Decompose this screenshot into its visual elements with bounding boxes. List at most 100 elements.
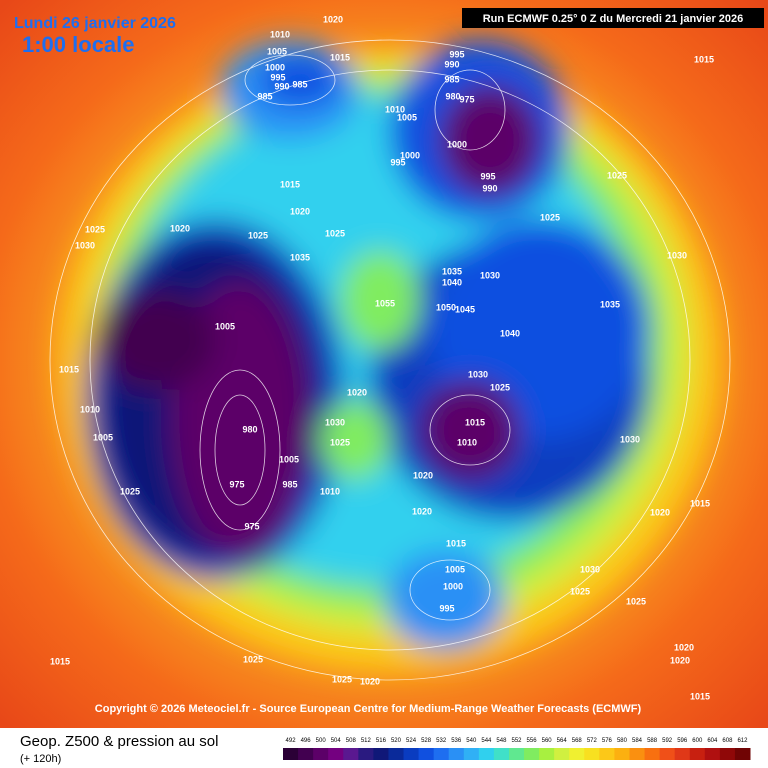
legend-swatch bbox=[373, 748, 389, 760]
legend-label: 500 bbox=[316, 738, 327, 744]
isobar-label: 1020 bbox=[347, 387, 367, 397]
isobar-label: 995 bbox=[480, 171, 495, 181]
legend-swatch bbox=[554, 748, 570, 760]
isobar-label: 975 bbox=[229, 479, 244, 489]
isobar-label: 1030 bbox=[580, 564, 600, 574]
legend-label: 568 bbox=[572, 738, 583, 744]
legend-label: 540 bbox=[466, 738, 477, 744]
legend-swatch bbox=[403, 748, 420, 760]
isobar-label: 980 bbox=[445, 91, 460, 101]
isobar-label: 1010 bbox=[270, 29, 290, 39]
isobar-label: 1000 bbox=[447, 139, 467, 149]
isobar-label: 1000 bbox=[400, 150, 420, 160]
isobar-label: 1015 bbox=[280, 179, 300, 189]
date: Lundi 26 janvier 2026 bbox=[14, 15, 176, 32]
isobar-label: 1035 bbox=[290, 252, 310, 262]
isobar-label: 985 bbox=[282, 479, 297, 489]
isobar-label: 1045 bbox=[455, 304, 475, 314]
legend-label: 524 bbox=[406, 738, 417, 744]
legend-label: 572 bbox=[587, 738, 598, 744]
legend-label: 508 bbox=[346, 738, 357, 744]
isobar-label: 985 bbox=[444, 74, 459, 84]
legend-label: 584 bbox=[632, 738, 643, 744]
isobar-label: 1015 bbox=[330, 52, 350, 62]
legend-swatch bbox=[734, 748, 751, 760]
isobar-label: 1025 bbox=[490, 382, 510, 392]
isobar-label: 1030 bbox=[620, 434, 640, 444]
isobar-label: 1030 bbox=[667, 250, 687, 260]
legend-swatch bbox=[343, 748, 359, 760]
footer-title: Geop. Z500 & pression au sol bbox=[20, 733, 218, 750]
legend-swatch bbox=[524, 748, 540, 760]
isobar-label: 995 bbox=[449, 49, 464, 59]
isobar-label: 1005 bbox=[279, 454, 299, 464]
legend-label: 592 bbox=[662, 738, 673, 744]
legend-label: 580 bbox=[617, 738, 628, 744]
copyright: Copyright © 2026 Meteociel.fr - Source E… bbox=[95, 703, 642, 715]
isobar-label: 1010 bbox=[80, 404, 100, 414]
legend-swatch bbox=[659, 748, 676, 760]
isobar-label: 1020 bbox=[290, 206, 310, 216]
local-time: 1:00 locale bbox=[22, 32, 135, 57]
isobar-label: 1025 bbox=[607, 170, 627, 180]
isobar-label: 1015 bbox=[465, 417, 485, 427]
isobar-label: 995 bbox=[270, 72, 285, 82]
isobar-label: 1030 bbox=[468, 369, 488, 379]
legend-label: 528 bbox=[421, 738, 432, 744]
isobar-label: 1015 bbox=[690, 691, 710, 701]
legend-swatch bbox=[584, 748, 600, 760]
legend-label: 504 bbox=[331, 738, 342, 744]
footer-subtitle: (+ 120h) bbox=[20, 753, 61, 765]
legend-label: 608 bbox=[722, 738, 733, 744]
legend-label: 536 bbox=[451, 738, 462, 744]
isobar-label: 1040 bbox=[500, 328, 520, 338]
legend-swatch bbox=[539, 748, 555, 760]
legend-label: 544 bbox=[481, 738, 492, 744]
isobar-label: 985 bbox=[292, 79, 307, 89]
legend-swatch bbox=[689, 748, 706, 760]
legend-swatch bbox=[358, 748, 374, 760]
isobar-label: 1000 bbox=[265, 62, 285, 72]
legend-swatch bbox=[283, 748, 299, 760]
isobar-label: 1020 bbox=[170, 223, 190, 233]
isobar-label: 1025 bbox=[330, 437, 350, 447]
isobar-label: 1005 bbox=[397, 112, 417, 122]
legend-swatch bbox=[418, 748, 435, 760]
legend-label: 596 bbox=[677, 738, 688, 744]
isobar-label: 1025 bbox=[120, 486, 140, 496]
footer: Geop. Z500 & pression au sol (+ 120h) 49… bbox=[0, 728, 768, 768]
legend-label: 516 bbox=[376, 738, 387, 744]
legend-label: 532 bbox=[436, 738, 447, 744]
legend-label: 560 bbox=[542, 738, 553, 744]
legend-swatch bbox=[674, 748, 691, 760]
legend-swatch bbox=[328, 748, 344, 760]
isobar-label: 1020 bbox=[360, 676, 380, 686]
isobar-label: 1040 bbox=[442, 277, 462, 287]
legend-swatch bbox=[493, 748, 510, 760]
legend-label: 612 bbox=[737, 738, 748, 744]
legend-swatch bbox=[629, 748, 646, 760]
isobar-label: 1005 bbox=[93, 432, 113, 442]
isobar-label: 1030 bbox=[480, 270, 500, 280]
isobar-label: 1015 bbox=[694, 54, 714, 64]
legend-swatch bbox=[298, 748, 314, 760]
isobar-label: 1025 bbox=[332, 674, 352, 684]
isobar-label: 1050 bbox=[436, 302, 456, 312]
legend-label: 552 bbox=[511, 738, 522, 744]
isobar-label: 1010 bbox=[385, 104, 405, 114]
isobar-label: 1005 bbox=[215, 321, 235, 331]
isobar-label: 1035 bbox=[600, 299, 620, 309]
isobar-label: 1010 bbox=[320, 486, 340, 496]
isobar-label: 1005 bbox=[445, 564, 465, 574]
legend-label: 604 bbox=[707, 738, 718, 744]
isobar-label: 1010 bbox=[457, 437, 477, 447]
isobar-label: 1025 bbox=[570, 586, 590, 596]
isobar-label: 1020 bbox=[650, 507, 670, 517]
isobar-label: 1025 bbox=[85, 224, 105, 234]
legend-swatch bbox=[704, 748, 721, 760]
isobar-label: 1020 bbox=[323, 14, 343, 24]
legend-swatch bbox=[448, 748, 465, 760]
legend-swatch bbox=[313, 748, 329, 760]
isobar-label: 975 bbox=[459, 94, 474, 104]
